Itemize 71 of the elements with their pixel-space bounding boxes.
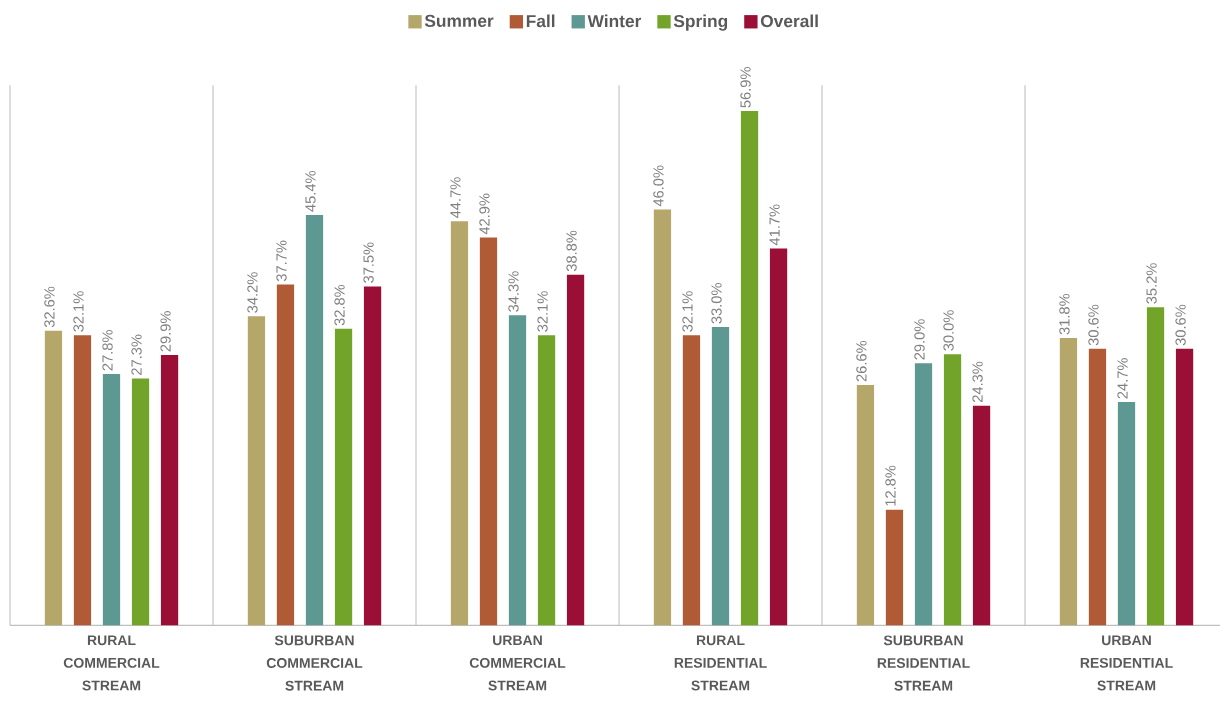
bar bbox=[450, 221, 469, 626]
data-label: 30.0% bbox=[943, 310, 954, 351]
data-label: 46.0% bbox=[653, 165, 664, 207]
bar bbox=[682, 335, 701, 626]
bar bbox=[479, 237, 498, 626]
bar bbox=[972, 405, 991, 626]
data-label: 41.7% bbox=[769, 204, 780, 245]
bar bbox=[160, 354, 179, 626]
bar bbox=[247, 316, 266, 626]
bar bbox=[856, 384, 875, 626]
x-tick-label: SUBURBAN RESIDENTIAL STREAM bbox=[877, 635, 970, 691]
x-tick-label: RURAL COMMERCIAL STREAM bbox=[63, 635, 160, 691]
x-tick-label: URBAN RESIDENTIAL STREAM bbox=[1080, 635, 1173, 691]
bar bbox=[305, 214, 324, 626]
data-label: 30.6% bbox=[1175, 304, 1186, 346]
data-label: 27.8% bbox=[102, 329, 113, 371]
bar bbox=[44, 330, 63, 626]
bar bbox=[1175, 348, 1194, 626]
data-label: 32.6% bbox=[44, 286, 55, 328]
data-label: 32.1% bbox=[537, 291, 548, 332]
bar bbox=[740, 110, 759, 626]
bar bbox=[769, 248, 788, 626]
bar bbox=[885, 509, 904, 626]
data-label: 27.3% bbox=[131, 334, 142, 375]
legend-label: Summer bbox=[424, 14, 494, 27]
data-label: 38.8% bbox=[566, 230, 577, 271]
x-tick-label: SUBURBAN COMMERCIAL STREAM bbox=[266, 635, 363, 691]
legend-label: Winter bbox=[587, 14, 642, 28]
bar bbox=[508, 315, 527, 626]
data-label: 44.7% bbox=[450, 177, 461, 218]
data-label: 12.8% bbox=[885, 465, 896, 506]
bar bbox=[653, 209, 672, 626]
data-label: 56.9% bbox=[740, 66, 751, 108]
legend-label: Overall bbox=[760, 14, 818, 28]
data-label: 24.7% bbox=[1117, 357, 1128, 399]
data-label: 31.8% bbox=[1059, 293, 1070, 335]
bar bbox=[1088, 348, 1107, 626]
data-label: 34.2% bbox=[247, 272, 258, 313]
x-tick-label: RURAL RESIDENTIAL STREAM bbox=[674, 635, 767, 691]
bar bbox=[363, 286, 382, 626]
data-label: 33.0% bbox=[711, 282, 722, 324]
data-label: 34.3% bbox=[508, 271, 519, 312]
data-label: 37.5% bbox=[363, 242, 374, 283]
bar bbox=[102, 373, 121, 626]
bar bbox=[1059, 337, 1078, 626]
legend-label: Spring bbox=[673, 14, 728, 31]
bar bbox=[711, 326, 730, 626]
legend-label: Fall bbox=[526, 14, 555, 28]
data-label: 45.4% bbox=[305, 170, 316, 212]
data-label: 30.6% bbox=[1088, 304, 1099, 346]
x-tick-label: URBAN COMMERCIAL STREAM bbox=[469, 635, 566, 691]
bar bbox=[1146, 307, 1165, 626]
bar bbox=[566, 274, 585, 626]
data-label: 29.0% bbox=[914, 319, 925, 360]
data-label: 32.1% bbox=[682, 291, 693, 332]
bar bbox=[1117, 401, 1136, 626]
bar bbox=[943, 354, 962, 626]
data-label: 37.7% bbox=[276, 240, 287, 281]
data-label: 29.9% bbox=[160, 310, 171, 352]
data-label: 42.9% bbox=[479, 193, 490, 235]
data-label: 26.6% bbox=[856, 340, 867, 382]
bar bbox=[334, 328, 353, 626]
data-label: 32.8% bbox=[334, 284, 345, 326]
bar bbox=[73, 335, 92, 626]
bar bbox=[131, 378, 150, 626]
bar bbox=[914, 363, 933, 626]
bar bbox=[276, 284, 295, 626]
bar bbox=[537, 335, 556, 626]
data-label: 32.1% bbox=[73, 291, 84, 332]
data-label: 24.3% bbox=[972, 361, 983, 402]
data-label: 35.2% bbox=[1146, 263, 1157, 304]
